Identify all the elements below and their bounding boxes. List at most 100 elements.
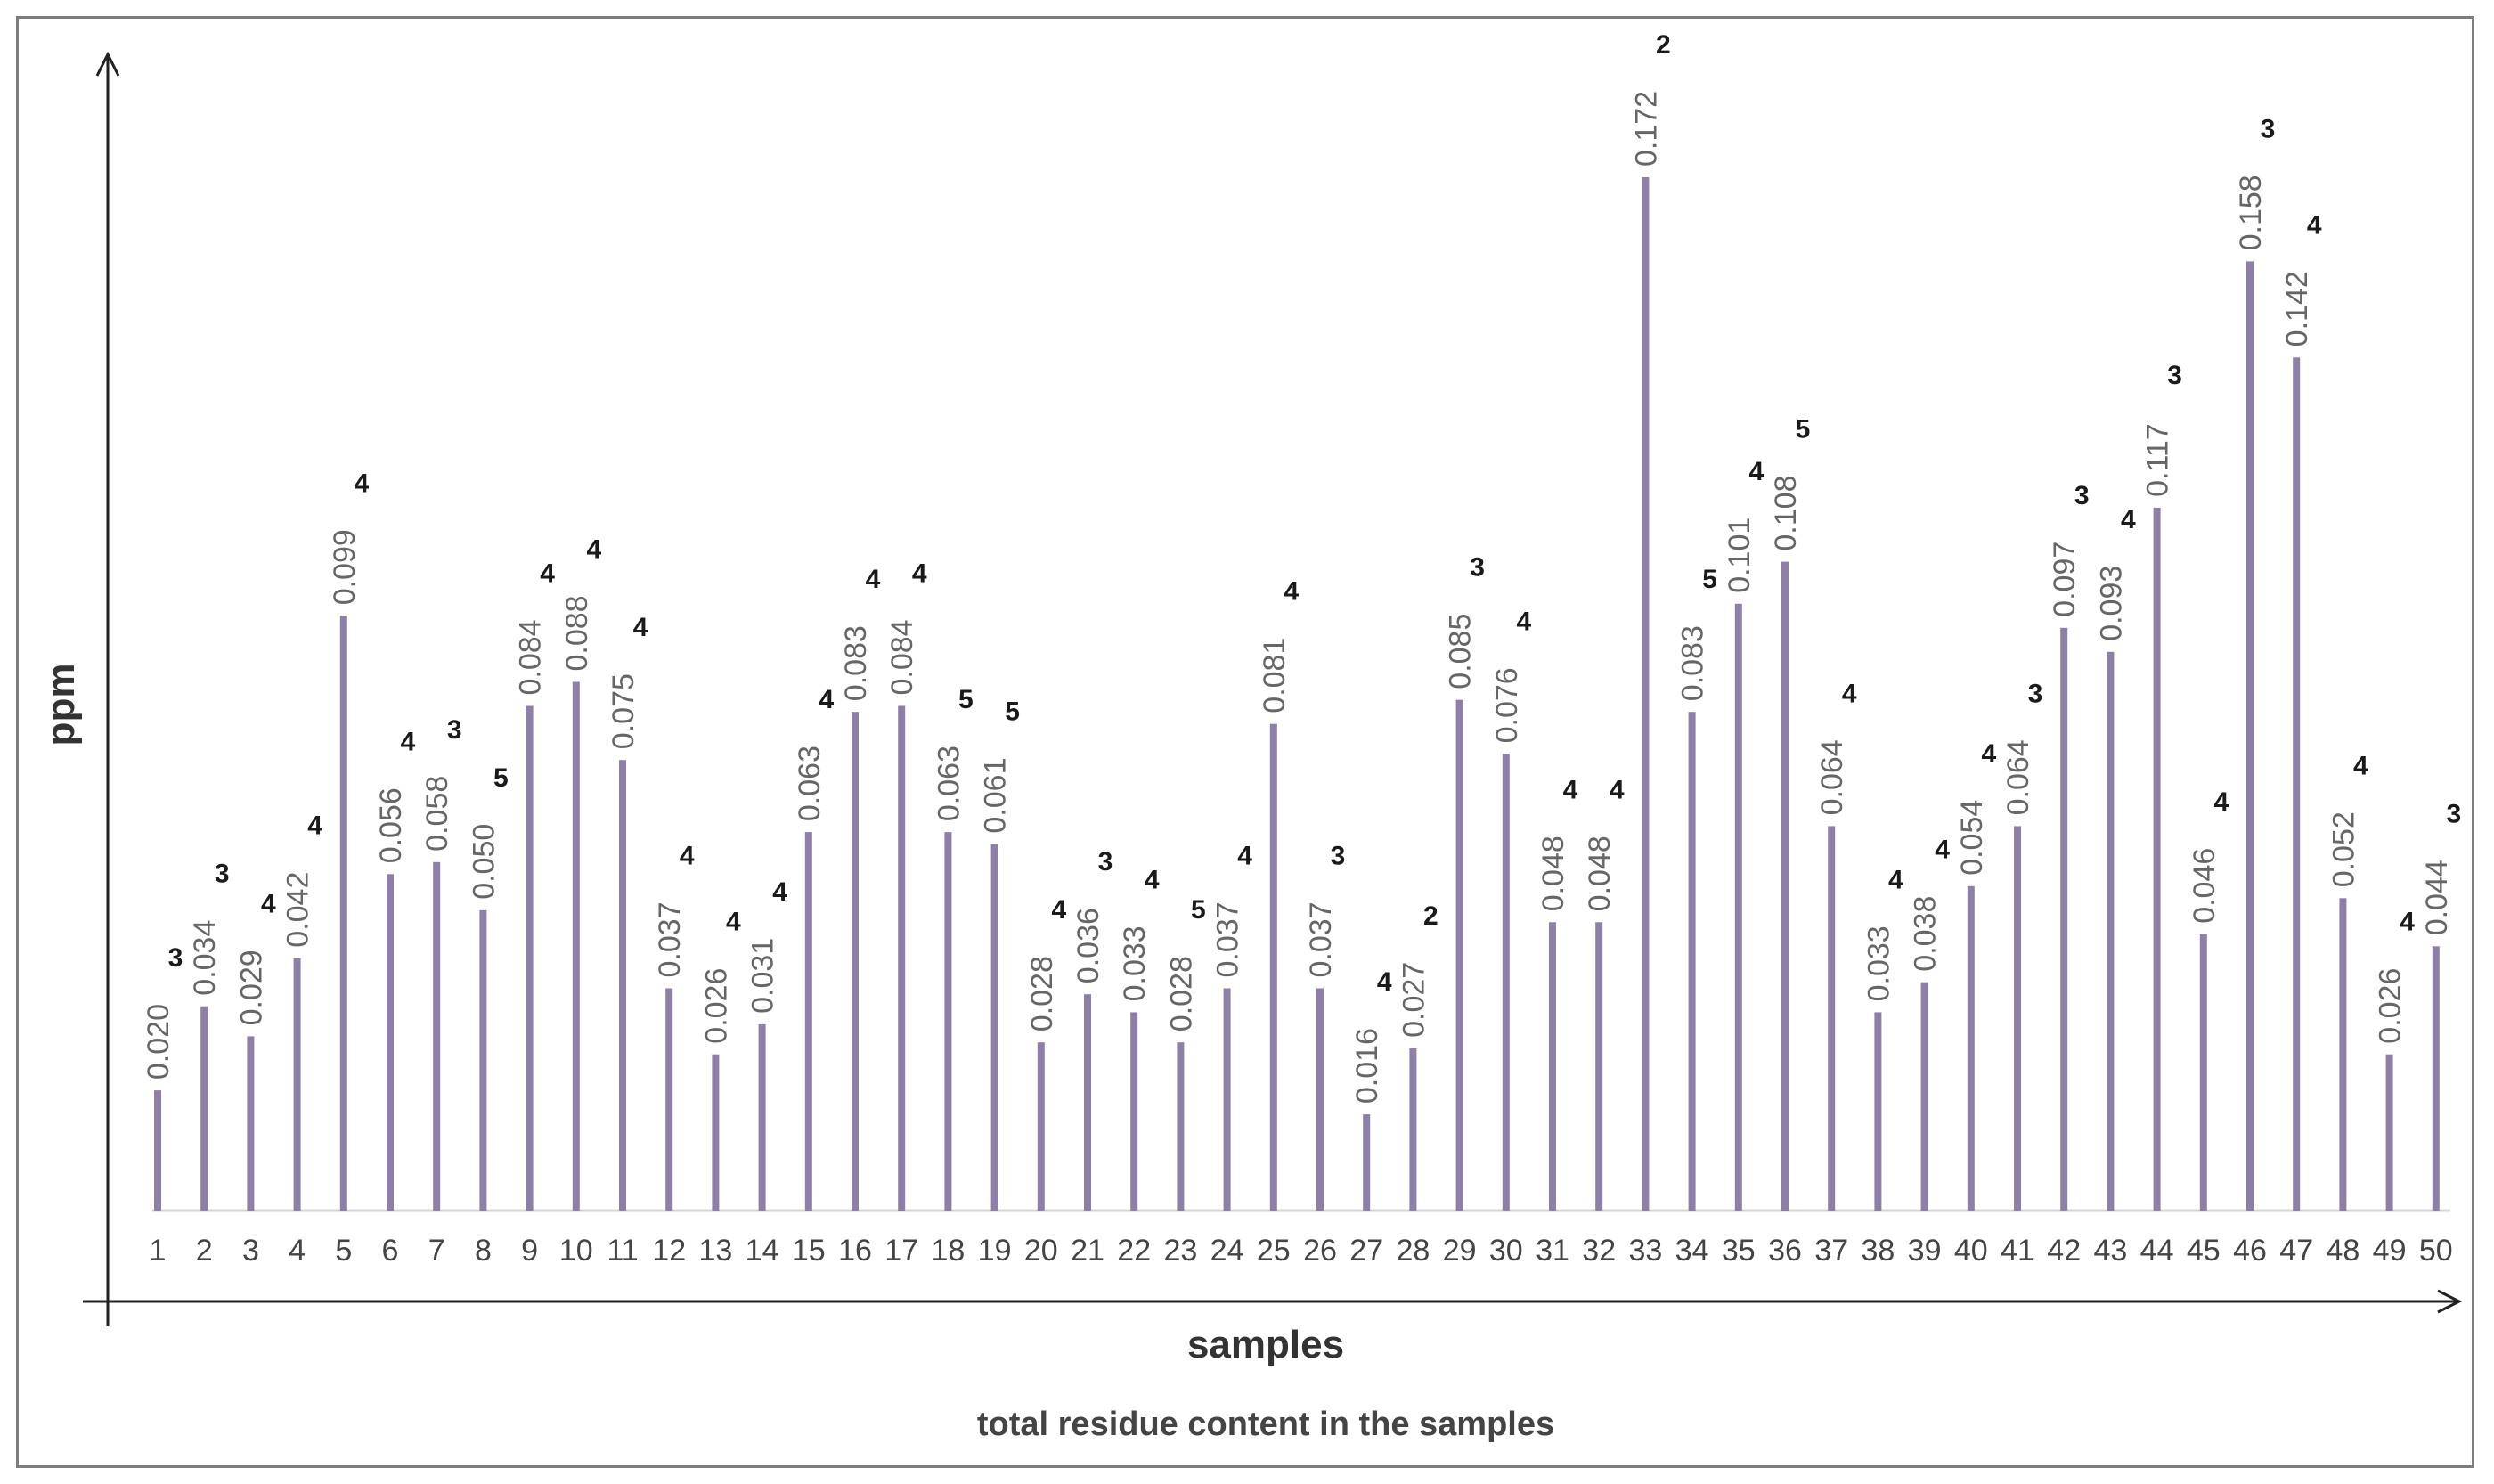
bar-8	[479, 909, 487, 1211]
value-label-24: 0.037	[1211, 901, 1245, 977]
x-tick-label-43: 43	[2093, 1234, 2127, 1268]
x-tick-label-9: 9	[521, 1234, 538, 1268]
value-label-41: 0.064	[2001, 739, 2035, 815]
annotation-9: 4	[540, 559, 555, 589]
annotation-38: 4	[1888, 865, 1903, 894]
bar-15	[804, 832, 812, 1211]
annotation-23: 5	[1191, 895, 1206, 925]
annotation-43: 4	[2121, 505, 2136, 534]
annotation-36: 5	[1796, 415, 1811, 444]
bar-2	[200, 1006, 208, 1211]
annotation-16: 4	[866, 565, 881, 594]
annotation-50: 3	[2446, 799, 2461, 828]
bar-20	[1037, 1042, 1045, 1211]
bar-25	[1269, 723, 1277, 1211]
value-label-36: 0.108	[1769, 476, 1803, 551]
value-label-38: 0.033	[1862, 925, 1895, 1001]
x-tick-label-22: 22	[1117, 1234, 1151, 1268]
x-tick-label-40: 40	[1954, 1234, 1988, 1268]
bar-4	[293, 958, 301, 1211]
annotation-46: 3	[2261, 114, 2276, 143]
bar-28	[1409, 1048, 1417, 1211]
annotation-47: 4	[2307, 210, 2322, 240]
x-tick-label-21: 21	[1071, 1234, 1104, 1268]
annotation-2: 3	[215, 860, 230, 889]
x-tick-label-8: 8	[475, 1234, 492, 1268]
bar-39	[1920, 982, 1928, 1211]
value-label-13: 0.026	[699, 968, 733, 1044]
bar-42	[2060, 627, 2068, 1211]
annotation-22: 4	[1145, 865, 1160, 894]
annotation-7: 3	[447, 715, 462, 745]
bar-43	[2107, 651, 2115, 1211]
bar-31	[1549, 922, 1556, 1211]
x-tick-label-36: 36	[1768, 1234, 1802, 1268]
x-tick-label-1: 1	[150, 1234, 167, 1268]
x-tick-label-13: 13	[698, 1234, 732, 1268]
annotation-31: 4	[1563, 775, 1578, 804]
annotation-14: 4	[772, 877, 787, 907]
value-label-32: 0.048	[1583, 836, 1617, 911]
value-label-45: 0.046	[2188, 848, 2221, 924]
bar-38	[1874, 1012, 1882, 1211]
value-label-49: 0.026	[2374, 968, 2408, 1044]
x-tick-label-30: 30	[1489, 1234, 1523, 1268]
x-tick-label-12: 12	[652, 1234, 686, 1268]
value-label-15: 0.063	[793, 746, 827, 821]
x-tick-label-2: 2	[196, 1234, 213, 1268]
bar-37	[1828, 826, 1836, 1211]
chart-frame: 0.020 3 1 0.034 3 2 0.029 4 3 0.042 4 4 0.099 4 5 0.056…	[16, 16, 2474, 1468]
x-tick-label-23: 23	[1163, 1234, 1197, 1268]
x-tick-label-7: 7	[428, 1234, 445, 1268]
annotation-18: 5	[958, 685, 974, 714]
x-axis-arrow-icon	[2437, 1289, 2463, 1314]
value-label-14: 0.031	[746, 938, 780, 1014]
annotation-29: 3	[1470, 553, 1485, 583]
y-axis-arrow-icon	[95, 51, 120, 77]
bar-46	[2246, 261, 2254, 1211]
value-label-29: 0.085	[1444, 614, 1478, 689]
annotation-15: 4	[819, 685, 834, 714]
value-label-12: 0.037	[653, 901, 687, 977]
value-label-2: 0.034	[188, 920, 222, 996]
bar-18	[944, 832, 952, 1211]
value-label-39: 0.038	[1909, 896, 1943, 972]
value-label-17: 0.084	[885, 619, 919, 695]
y-axis-title: ppm	[39, 664, 83, 746]
chart-marks: 0.020310.034320.029430.042440.099450.056…	[142, 30, 2461, 1268]
bar-35	[1734, 603, 1742, 1211]
x-tick-label-50: 50	[2419, 1234, 2453, 1268]
bar-16	[852, 712, 859, 1211]
value-label-35: 0.101	[1723, 518, 1756, 593]
value-label-43: 0.093	[2094, 566, 2128, 641]
annotation-35: 4	[1748, 457, 1764, 486]
x-tick-label-33: 33	[1628, 1234, 1662, 1268]
x-tick-label-37: 37	[1814, 1234, 1848, 1268]
annotation-17: 4	[912, 559, 927, 589]
bar-45	[2199, 934, 2207, 1211]
bar-7	[433, 861, 441, 1211]
bar-12	[665, 988, 673, 1211]
value-label-28: 0.027	[1397, 962, 1430, 1038]
annotation-11: 4	[633, 613, 648, 642]
annotation-24: 4	[1237, 842, 1252, 871]
value-label-20: 0.028	[1025, 956, 1059, 1031]
bar-29	[1455, 699, 1463, 1211]
x-tick-label-19: 19	[978, 1234, 1012, 1268]
value-label-18: 0.063	[932, 746, 966, 821]
bar-9	[526, 705, 534, 1211]
bar-23	[1177, 1042, 1185, 1211]
annotation-41: 3	[2028, 679, 2043, 708]
bar-36	[1781, 561, 1789, 1211]
annotation-28: 2	[1423, 901, 1439, 931]
annotation-19: 5	[1005, 697, 1020, 727]
annotation-6: 4	[401, 727, 416, 756]
x-tick-label-24: 24	[1210, 1234, 1244, 1268]
annotation-37: 4	[1842, 679, 1857, 708]
x-tick-label-10: 10	[559, 1234, 593, 1268]
annotation-10: 4	[586, 535, 601, 565]
bar-13	[712, 1054, 720, 1211]
value-label-37: 0.064	[1815, 739, 1849, 815]
value-label-48: 0.052	[2327, 811, 2360, 887]
bar-14	[758, 1023, 766, 1211]
